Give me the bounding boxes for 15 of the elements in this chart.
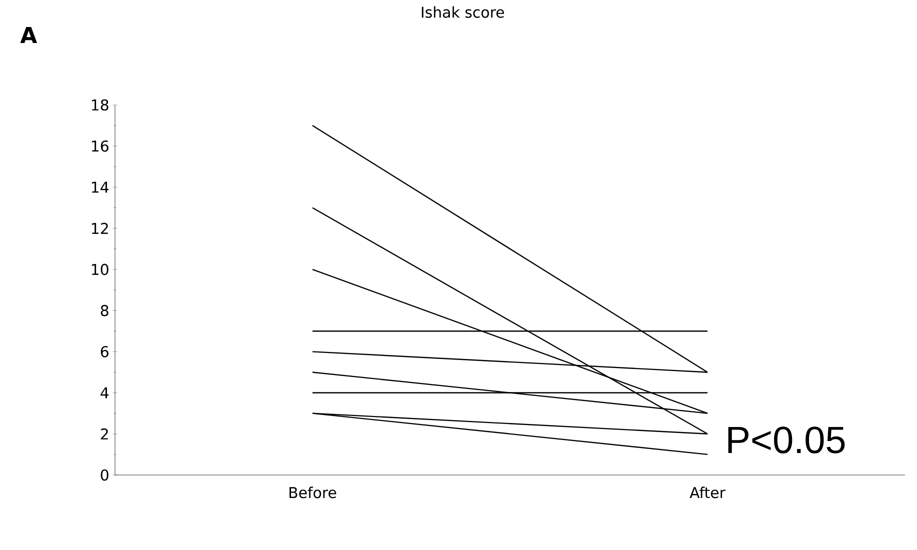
- y-tick-label: 10: [92, 264, 108, 276]
- chart-title: Ishak score: [422, 6, 504, 18]
- text: A: [20, 27, 38, 43]
- x-tick-label: Before: [290, 486, 336, 498]
- y-tick-label: 6: [100, 346, 108, 358]
- y-tick-label: 14: [92, 182, 109, 193]
- annotation: P<0.05: [728, 426, 845, 454]
- y-tick-label: 2: [100, 428, 108, 440]
- y-tick-label: 0: [100, 469, 108, 481]
- y-tick-label: 8: [100, 304, 108, 316]
- x-tick-label: After: [690, 486, 726, 498]
- y-tick-label: 18: [92, 99, 108, 111]
- y-tick-label: 4: [100, 387, 109, 398]
- y-tick-label: 16: [92, 140, 108, 152]
- y-tick-label: 12: [92, 222, 108, 234]
